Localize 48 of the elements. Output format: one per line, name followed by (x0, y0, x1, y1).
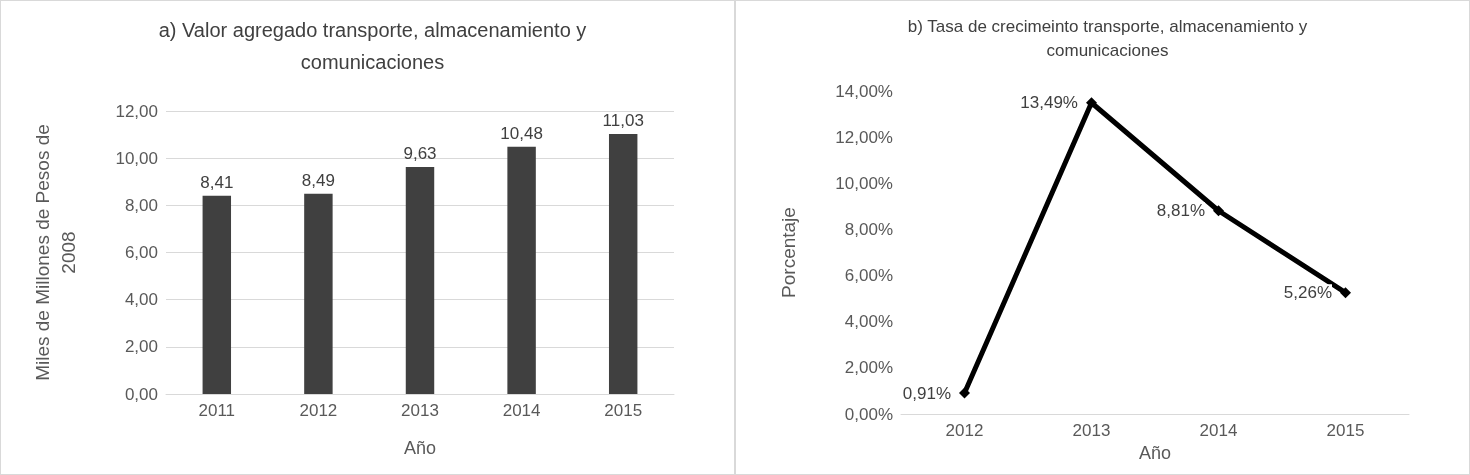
y-tick-label: 10,00 (115, 148, 158, 168)
data-label: 8,49 (301, 170, 335, 190)
x-tick-label: 2015 (1326, 421, 1365, 440)
point (1086, 97, 1097, 109)
y-tick-label: 0,00% (844, 404, 893, 424)
y-tick-label: 10,00% (835, 173, 893, 193)
x-axis-title: Año (1138, 443, 1172, 463)
chart-title: a) Valor agregado transporte, almacenamiento y comunicaciones (158, 19, 587, 73)
data-label: 8,81% (1156, 201, 1205, 221)
bar (304, 193, 333, 394)
y-tick-label: 8,00 (124, 195, 158, 215)
point (959, 387, 970, 399)
x-tick-label: 2012 (945, 421, 984, 440)
data-label: 8,41 (200, 172, 234, 192)
y-tick-label: 4,00% (844, 312, 893, 332)
y-tick-label: 4,00 (124, 290, 158, 310)
y-tick-label: 6,00% (844, 266, 893, 286)
point (1213, 205, 1224, 217)
x-axis-title: Año (403, 438, 437, 458)
x-tick-label: 2015 (604, 401, 643, 420)
y-tick-label: 2,00% (844, 358, 893, 378)
y-tick-label: 6,00 (124, 243, 158, 262)
point (1340, 287, 1351, 299)
bar (405, 166, 435, 394)
y-tick-label: 12,00% (835, 127, 893, 147)
y-tick-label: 8,00% (844, 219, 893, 239)
y-axis-title: Miles de Millones de Pesos de 2008 (31, 124, 79, 381)
data-label: 13,49% (1020, 93, 1078, 113)
y-tick-label: 12,00 (115, 101, 158, 121)
data-label: 11,03 (602, 110, 644, 130)
y-axis-title: Porcentaje (777, 207, 799, 298)
x-tick-label: 2013 (401, 401, 439, 420)
bar (608, 133, 638, 394)
data-label: 5,26% (1283, 283, 1332, 303)
chart-title: b) Tasa de crecimeinto transporte, almacenamiento y comunicaciones (907, 16, 1308, 60)
data-label: 0,91% (902, 383, 951, 403)
y-tick-label: 0,00 (124, 384, 158, 404)
bar (202, 195, 232, 394)
y-tick-label: 2,00 (124, 337, 158, 357)
data-label: 9,63 (403, 143, 437, 163)
x-tick-label: 2014 (502, 401, 541, 420)
x-tick-label: 2013 (1072, 421, 1111, 440)
bar (507, 146, 536, 394)
data-label: 10,48 (500, 123, 543, 143)
x-tick-label: 2012 (299, 401, 338, 420)
x-tick-label: 2014 (1199, 421, 1238, 440)
x-tick-label: 2011 (198, 401, 236, 420)
y-tick-label: 14,00% (835, 81, 893, 101)
